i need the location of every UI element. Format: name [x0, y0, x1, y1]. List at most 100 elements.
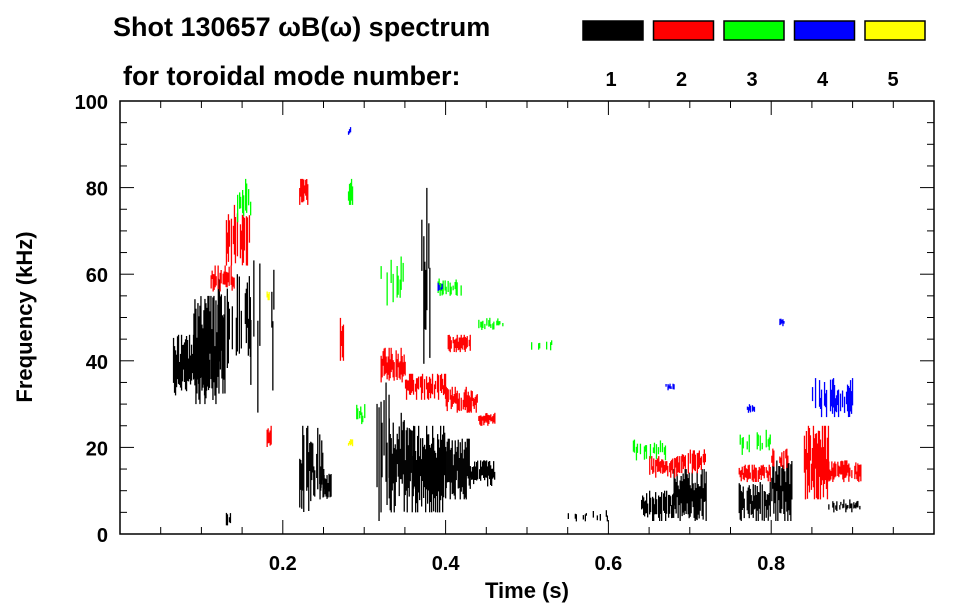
spectrum-streak [438, 284, 440, 290]
spectrum-streak [407, 445, 409, 488]
spectrum-streak [688, 472, 690, 519]
legend-label-mode-1: 1 [605, 69, 616, 91]
spectrum-streak [675, 482, 677, 514]
spectrum-streak [833, 385, 836, 418]
spectrum-streak [448, 334, 450, 351]
spectrum-streak [436, 457, 438, 496]
spectrum-streak [767, 439, 769, 447]
spectrum-streak [172, 337, 175, 383]
spectrum-streak [468, 438, 470, 486]
spectrum-streak [761, 442, 763, 450]
spectrum-streak [380, 266, 382, 279]
spectrum-streak [328, 473, 330, 492]
spectrum-streak [411, 373, 414, 392]
spectrum-streak [492, 323, 494, 330]
spectrum-streak [421, 459, 423, 507]
spectrum-streak [209, 311, 211, 354]
spectrum-streak [685, 469, 687, 514]
spectrum-streak [850, 391, 853, 414]
spectrum-streak [683, 456, 685, 467]
spectrum-streak [493, 414, 495, 423]
spectrum-streak [672, 458, 674, 474]
spectrum-streak [669, 463, 671, 473]
spectrum-streak [698, 450, 700, 468]
spectrum-streak [418, 425, 420, 493]
spectrum-streak [389, 359, 391, 379]
spectrum-streak [838, 465, 840, 478]
spectrum-streak [825, 389, 828, 418]
spectrum-streak [349, 127, 352, 133]
spectrum-streak [848, 463, 850, 482]
spectrum-streak [832, 501, 834, 508]
spectrum-streak [415, 451, 417, 513]
spectrum-streak [242, 216, 245, 263]
spectrum-streak [452, 465, 454, 494]
spectrum-streak [429, 445, 431, 513]
spectrum-streak [848, 387, 851, 417]
spectrum-streak [399, 448, 401, 480]
spectrum-streak [851, 503, 853, 513]
spectrum-streak [666, 490, 668, 514]
spectrum-streak [651, 456, 653, 470]
spectrum-streak [828, 504, 830, 510]
spectrum-streak [661, 492, 663, 521]
spectrum-streak [835, 395, 838, 413]
mode-1-region [376, 382, 390, 521]
spectrum-streak [847, 464, 849, 473]
mode-4-region [779, 318, 785, 327]
spectrum-streak [469, 397, 471, 412]
spectrum-streak [439, 447, 441, 513]
spectrum-streak [605, 510, 607, 517]
spectrum-streak [230, 218, 233, 266]
spectrum-streak [742, 486, 744, 508]
spectrum-streak [649, 444, 652, 459]
spectrum-streak [241, 214, 244, 266]
spectrum-streak [783, 464, 785, 514]
spectrum-streak [219, 272, 221, 292]
spectrum-streak [450, 447, 452, 483]
spectrum-streak [845, 460, 847, 478]
spectrum-streak [196, 337, 198, 394]
spectrum-streak [832, 467, 834, 482]
spectrum-streak [739, 470, 741, 478]
spectrum-streak [839, 393, 842, 412]
spectrum-streak [208, 295, 210, 368]
spectrum-streak [237, 194, 239, 223]
spectrum-streak [414, 383, 417, 392]
spectrum-streak [481, 321, 483, 330]
spectrum-streak [653, 498, 655, 521]
spectrum-streak [758, 466, 760, 479]
spectrum-streak [671, 505, 673, 519]
chart-title: Shot 130657 ωB(ω) spectrum [113, 12, 490, 42]
spectrum-streak [655, 459, 657, 478]
spectrum-streak [470, 390, 472, 413]
mode-2-region [299, 178, 309, 205]
spectrum-streak [419, 456, 421, 501]
spectrum-streak [769, 434, 771, 445]
spectrum-streak [765, 429, 767, 448]
spectrum-streak [320, 475, 322, 488]
spectrum-streak [474, 461, 476, 480]
spectrum-streak [391, 453, 393, 491]
spectrum-streak [702, 454, 704, 463]
spectrum-streak [805, 431, 808, 470]
spectrum-streak [410, 373, 413, 393]
spectrum-streak [245, 216, 248, 266]
spectrum-streak [259, 263, 261, 346]
spectrum-streak [843, 396, 846, 413]
spectrum-streak [253, 260, 255, 337]
spectrum-streak [679, 480, 681, 521]
spectrum-streak [818, 430, 821, 477]
spectrum-streak [778, 466, 780, 501]
spectrum-streak [425, 376, 428, 390]
spectrum-streak [444, 432, 446, 476]
spectrum-streak [197, 303, 199, 376]
spectrum-streak [439, 375, 442, 391]
spectrum-streak [382, 351, 384, 366]
spectrum-streak [743, 466, 745, 481]
spectrum-streak [246, 282, 248, 328]
spectrum-streak [242, 190, 244, 214]
spectrum-streak [440, 425, 442, 501]
spectrum-streak [462, 458, 464, 495]
spectrum-streak [213, 295, 215, 383]
